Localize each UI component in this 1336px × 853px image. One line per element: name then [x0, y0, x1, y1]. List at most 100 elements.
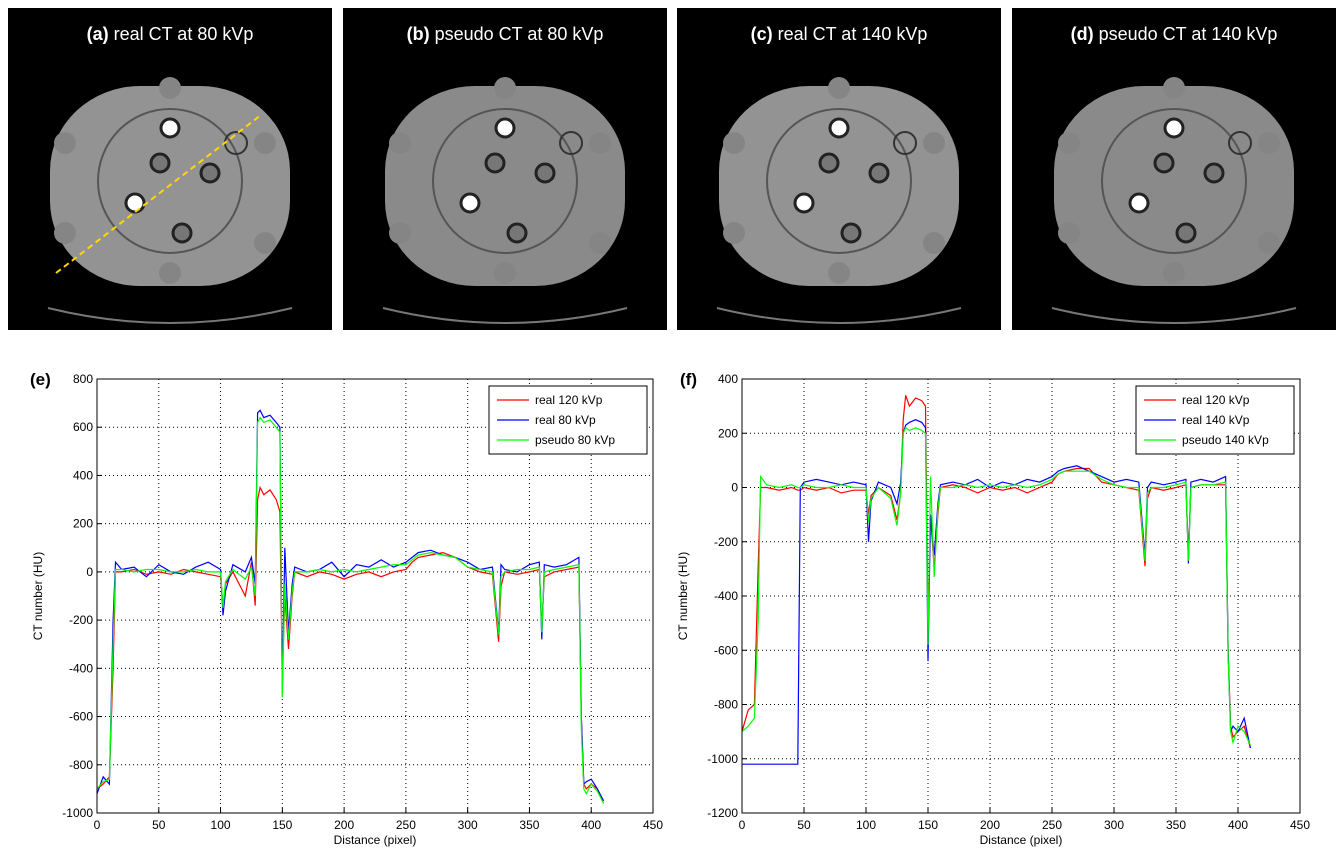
- profile-line: [55, 114, 262, 274]
- insert: [828, 117, 850, 139]
- rod: [254, 132, 276, 154]
- insert: [1128, 192, 1150, 214]
- ct-image: (b) pseudo CT at 80 kVp: [343, 8, 667, 330]
- image-caption: pseudo CT at 80 kVp: [435, 24, 604, 44]
- rod: [389, 132, 411, 154]
- y-tick-label: 800: [73, 372, 93, 386]
- insert: [199, 162, 221, 184]
- insert-ring: [1101, 108, 1247, 254]
- image-title: (c) real CT at 140 kVp: [751, 24, 928, 44]
- insert: [818, 152, 840, 174]
- rod: [923, 232, 945, 254]
- x-tick-label: 300: [1104, 818, 1124, 832]
- insert: [868, 162, 890, 184]
- insert: [171, 222, 193, 244]
- ct-image: (a) real CT at 80 kVp: [8, 8, 332, 330]
- insert: [459, 192, 481, 214]
- y-tick-label: 400: [718, 372, 738, 386]
- rod: [494, 262, 516, 284]
- insert-ring: [766, 108, 912, 254]
- ct-image: (d) pseudo CT at 140 kVp: [1012, 8, 1336, 330]
- insert: [793, 192, 815, 214]
- rod: [159, 77, 181, 99]
- x-tick-label: 300: [458, 818, 478, 832]
- phantom: [385, 86, 625, 286]
- series-line: [742, 419, 1251, 765]
- insert-ring: [432, 108, 578, 254]
- legend-label: real 140 kVp: [1182, 413, 1250, 427]
- phantom: [719, 86, 959, 286]
- phantom: [1054, 86, 1294, 286]
- outer-ring: [1228, 131, 1252, 155]
- table-arc: [716, 307, 962, 324]
- rod: [159, 262, 181, 284]
- x-tick-label: 450: [1290, 818, 1310, 832]
- insert: [494, 117, 516, 139]
- y-tick-label: -200: [69, 613, 93, 627]
- rod: [1163, 262, 1185, 284]
- x-axis-label: Distance (pixel): [334, 833, 417, 847]
- image-caption: real CT at 80 kVp: [114, 24, 254, 44]
- x-tick-label: 0: [739, 818, 746, 832]
- outer-ring: [559, 131, 583, 155]
- series-line: [96, 416, 605, 804]
- y-tick-label: -800: [714, 698, 738, 712]
- x-tick-label: 100: [211, 818, 231, 832]
- rod: [589, 232, 611, 254]
- x-tick-label: 200: [334, 818, 354, 832]
- legend-label: real 120 kVp: [535, 393, 603, 407]
- y-tick-label: -400: [714, 589, 738, 603]
- insert: [1175, 222, 1197, 244]
- axes-frame: [96, 378, 654, 814]
- y-tick-label: -1200: [707, 806, 738, 820]
- legend-label: real 120 kVp: [1182, 393, 1250, 407]
- x-axis-label: Distance (pixel): [980, 833, 1063, 847]
- y-tick-label: 600: [73, 420, 93, 434]
- y-tick-label: -400: [69, 661, 93, 675]
- table-arc: [1051, 307, 1297, 324]
- y-tick-label: 0: [86, 565, 93, 579]
- rod: [1058, 222, 1080, 244]
- insert: [1153, 152, 1175, 174]
- image-title: (d) pseudo CT at 140 kVp: [1071, 24, 1278, 44]
- image-label: (c): [751, 24, 773, 44]
- insert: [534, 162, 556, 184]
- image-label: (b): [407, 24, 430, 44]
- y-tick-label: -200: [714, 535, 738, 549]
- x-tick-label: 50: [152, 818, 166, 832]
- insert: [506, 222, 528, 244]
- rod: [494, 77, 516, 99]
- insert: [159, 117, 181, 139]
- table-arc: [47, 307, 293, 324]
- insert: [840, 222, 862, 244]
- panel-label: (f): [680, 370, 697, 389]
- y-axis-label: CT number (HU): [31, 552, 45, 640]
- x-tick-label: 150: [918, 818, 938, 832]
- x-tick-label: 350: [1166, 818, 1186, 832]
- insert: [124, 192, 146, 214]
- insert: [149, 152, 171, 174]
- panel-label: (e): [30, 370, 51, 389]
- y-tick-label: 400: [73, 468, 93, 482]
- rod: [1163, 77, 1185, 99]
- x-tick-label: 50: [797, 818, 811, 832]
- rod: [828, 77, 850, 99]
- insert: [1163, 117, 1185, 139]
- rod: [828, 262, 850, 284]
- rod: [723, 222, 745, 244]
- outer-ring: [893, 131, 917, 155]
- x-tick-label: 100: [856, 818, 876, 832]
- y-tick-label: 200: [73, 517, 93, 531]
- rod: [1058, 132, 1080, 154]
- image-caption: pseudo CT at 140 kVp: [1099, 24, 1278, 44]
- x-tick-label: 350: [519, 818, 539, 832]
- image-caption: real CT at 140 kVp: [778, 24, 928, 44]
- rod: [54, 132, 76, 154]
- insert: [484, 152, 506, 174]
- rod: [923, 132, 945, 154]
- y-axis-label: CT number (HU): [676, 552, 690, 640]
- legend-label: pseudo 140 kVp: [1182, 433, 1269, 447]
- axes-frame: [741, 378, 1301, 814]
- rod: [589, 132, 611, 154]
